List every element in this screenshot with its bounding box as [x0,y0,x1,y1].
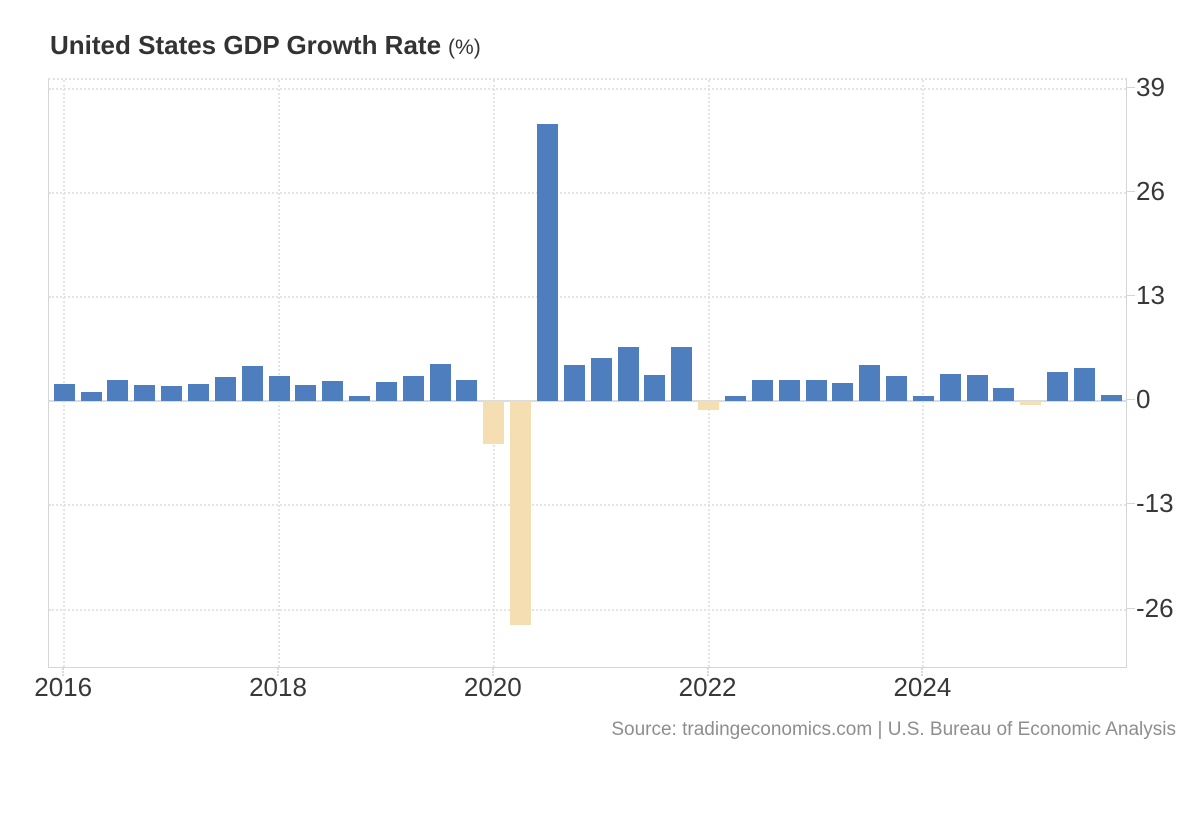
x-axis-label-2020: 2020 [463,672,522,702]
bar-2019-q1[interactable] [375,381,397,402]
x-axis-tick-2024 [921,668,924,676]
bar-2025-q3[interactable] [1074,367,1095,402]
bar-2022-q3[interactable] [751,379,773,402]
h-gridline-39 [49,87,1126,90]
h-gridline-26 [49,191,1126,194]
source-attribution: Source: tradingeconomics.com | U.S. Bure… [611,719,1176,740]
h-gridline--13 [49,504,1126,507]
chart-title: United States GDP Growth Rate (%) [50,30,481,61]
bar-2016-q3[interactable] [107,379,129,402]
x-axis-tick-2022 [706,668,709,676]
v-gridline-2016 [63,80,66,667]
bar-2018-q1[interactable] [268,375,290,402]
bar-2023-q1[interactable] [805,379,827,402]
bar-2024-q3[interactable] [966,374,988,402]
bar-2024-q1[interactable] [912,395,934,402]
plot-area [48,78,1127,668]
bar-2023-q3[interactable] [859,365,881,402]
bar-2020-q1[interactable] [483,401,505,444]
bar-2018-q2[interactable] [295,385,317,402]
bar-2024-q2[interactable] [939,373,961,402]
v-gridline-2018 [278,80,280,667]
chart-title-unit: (%) [448,36,481,59]
y-axis-label-39: 39 [1136,71,1165,102]
bar-2021-q3[interactable] [644,374,666,402]
y-axis-label--13: -13 [1136,488,1174,519]
y-axis-tick--13 [1127,503,1135,505]
y-axis-label-0: 0 [1136,384,1151,415]
y-axis-label-26: 26 [1136,175,1165,206]
h-gridline--26 [49,608,1126,611]
bar-2022-q2[interactable] [724,395,746,402]
y-axis-tick-26 [1127,190,1135,192]
v-gridline-2022 [707,80,710,667]
y-axis-tick-39 [1127,86,1135,88]
bar-2018-q3[interactable] [322,381,344,402]
bar-2025-q2[interactable] [1047,372,1069,402]
bar-2018-q4[interactable] [349,396,371,402]
h-gridline-13 [49,296,1126,299]
x-axis-tick-2020 [491,668,494,676]
v-gridline-2020 [492,80,495,667]
bar-2023-q2[interactable] [832,382,854,402]
y-axis-label--26: -26 [1136,592,1174,623]
bar-2016-q2[interactable] [80,391,102,402]
bar-2022-q4[interactable] [778,379,800,402]
v-gridline-2024 [922,80,925,667]
zero-gridline [49,400,1126,403]
bar-2020-q3[interactable] [537,123,558,402]
y-axis-tick--26 [1127,607,1135,609]
bar-2022-q1[interactable] [698,401,720,410]
bar-2025-q1[interactable] [1020,401,1042,406]
bar-2020-q2[interactable] [510,401,532,625]
bar-2017-q4[interactable] [241,365,263,402]
chart-title-text: United States GDP Growth Rate [50,30,442,60]
x-axis-tick-2018 [277,668,279,676]
bar-2016-q1[interactable] [53,384,75,402]
bar-2019-q4[interactable] [456,379,478,402]
bar-2025-q4[interactable] [1100,394,1122,402]
y-axis-tick-0 [1127,399,1135,401]
bar-2024-q4[interactable] [993,388,1015,402]
x-axis-label-2022: 2022 [678,672,737,702]
bar-2021-q4[interactable] [671,346,693,402]
bar-2021-q1[interactable] [590,357,612,402]
bar-2020-q4[interactable] [563,365,585,402]
y-axis-tick-13 [1127,295,1135,297]
y-axis-label-13: 13 [1136,280,1165,311]
bar-2017-q2[interactable] [187,383,209,402]
bar-2017-q3[interactable] [214,377,236,402]
bar-2019-q3[interactable] [429,364,451,402]
x-axis-label-2018: 2018 [249,672,307,702]
bar-2017-q1[interactable] [161,385,183,402]
x-axis-label-2024: 2024 [893,672,952,702]
x-axis-tick-2016 [62,668,65,676]
bar-2019-q2[interactable] [402,375,424,402]
bar-2021-q2[interactable] [617,346,639,402]
bar-2016-q4[interactable] [134,385,156,402]
x-axis-label-2016: 2016 [34,672,93,702]
bar-2023-q4[interactable] [886,375,908,402]
